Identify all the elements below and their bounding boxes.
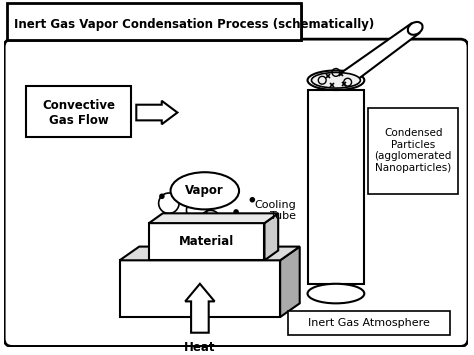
Text: Inert Gas Atmosphere: Inert Gas Atmosphere	[308, 318, 430, 328]
FancyBboxPatch shape	[119, 260, 280, 317]
Text: Heat: Heat	[184, 340, 216, 354]
Polygon shape	[149, 213, 278, 223]
Text: Convective
Gas Flow: Convective Gas Flow	[42, 99, 115, 126]
Polygon shape	[264, 213, 278, 260]
Circle shape	[168, 235, 174, 241]
Circle shape	[259, 225, 264, 230]
FancyBboxPatch shape	[149, 223, 264, 260]
Text: Vapor: Vapor	[185, 184, 224, 197]
Circle shape	[159, 193, 164, 199]
Circle shape	[233, 209, 239, 215]
Circle shape	[243, 244, 248, 250]
Ellipse shape	[171, 172, 239, 209]
Circle shape	[228, 249, 234, 255]
FancyArrow shape	[185, 284, 215, 333]
Ellipse shape	[308, 284, 365, 304]
Text: Cooling
Tube: Cooling Tube	[254, 200, 296, 221]
Text: Condensed
Particles
(agglomerated
Nanoparticles): Condensed Particles (agglomerated Nanopa…	[374, 128, 452, 173]
FancyArrow shape	[137, 101, 177, 124]
Polygon shape	[119, 247, 300, 260]
Circle shape	[171, 214, 176, 220]
FancyBboxPatch shape	[26, 86, 131, 137]
Circle shape	[219, 226, 225, 232]
Circle shape	[249, 197, 255, 203]
FancyBboxPatch shape	[368, 108, 458, 194]
FancyBboxPatch shape	[288, 311, 450, 335]
Circle shape	[191, 251, 197, 256]
Polygon shape	[280, 247, 300, 317]
FancyBboxPatch shape	[7, 3, 301, 40]
Circle shape	[199, 244, 204, 250]
Text: Inert Gas Vapor Condensation Process (schematically): Inert Gas Vapor Condensation Process (sc…	[14, 18, 374, 31]
FancyBboxPatch shape	[4, 39, 468, 346]
FancyBboxPatch shape	[308, 90, 365, 284]
Ellipse shape	[408, 22, 423, 35]
Ellipse shape	[308, 70, 365, 90]
Text: Material: Material	[179, 235, 234, 248]
FancyBboxPatch shape	[9, 5, 303, 42]
Ellipse shape	[311, 72, 360, 88]
Polygon shape	[342, 23, 419, 84]
